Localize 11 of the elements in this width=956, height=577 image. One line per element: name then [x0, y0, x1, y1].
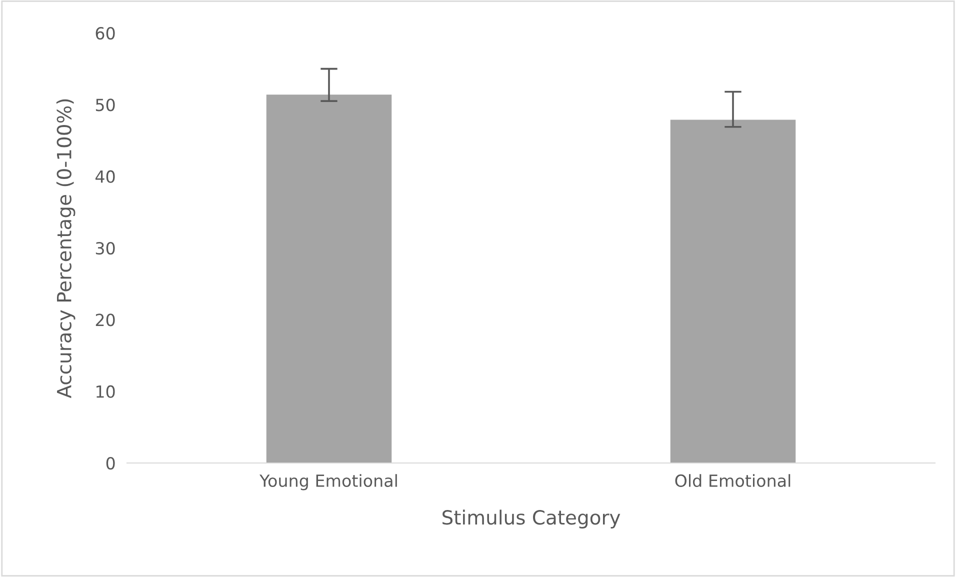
y-tick-label: 20: [96, 314, 115, 326]
x-tick-label: Young Emotional: [260, 474, 397, 490]
y-tick-label: 40: [95, 170, 115, 183]
x-axis-title: Stimulus Category: [442, 510, 620, 529]
y-tick-label: 10: [96, 385, 115, 398]
y-tick-label: 30: [96, 242, 115, 255]
y-tick-label: 50: [96, 98, 115, 112]
y-tick-label: 60: [96, 26, 115, 40]
y-tick-label: 0: [106, 456, 115, 470]
x-tick-label: Old Emotional: [675, 474, 790, 488]
y-axis-title: Accuracy Percentage (0-100%): [56, 99, 76, 398]
